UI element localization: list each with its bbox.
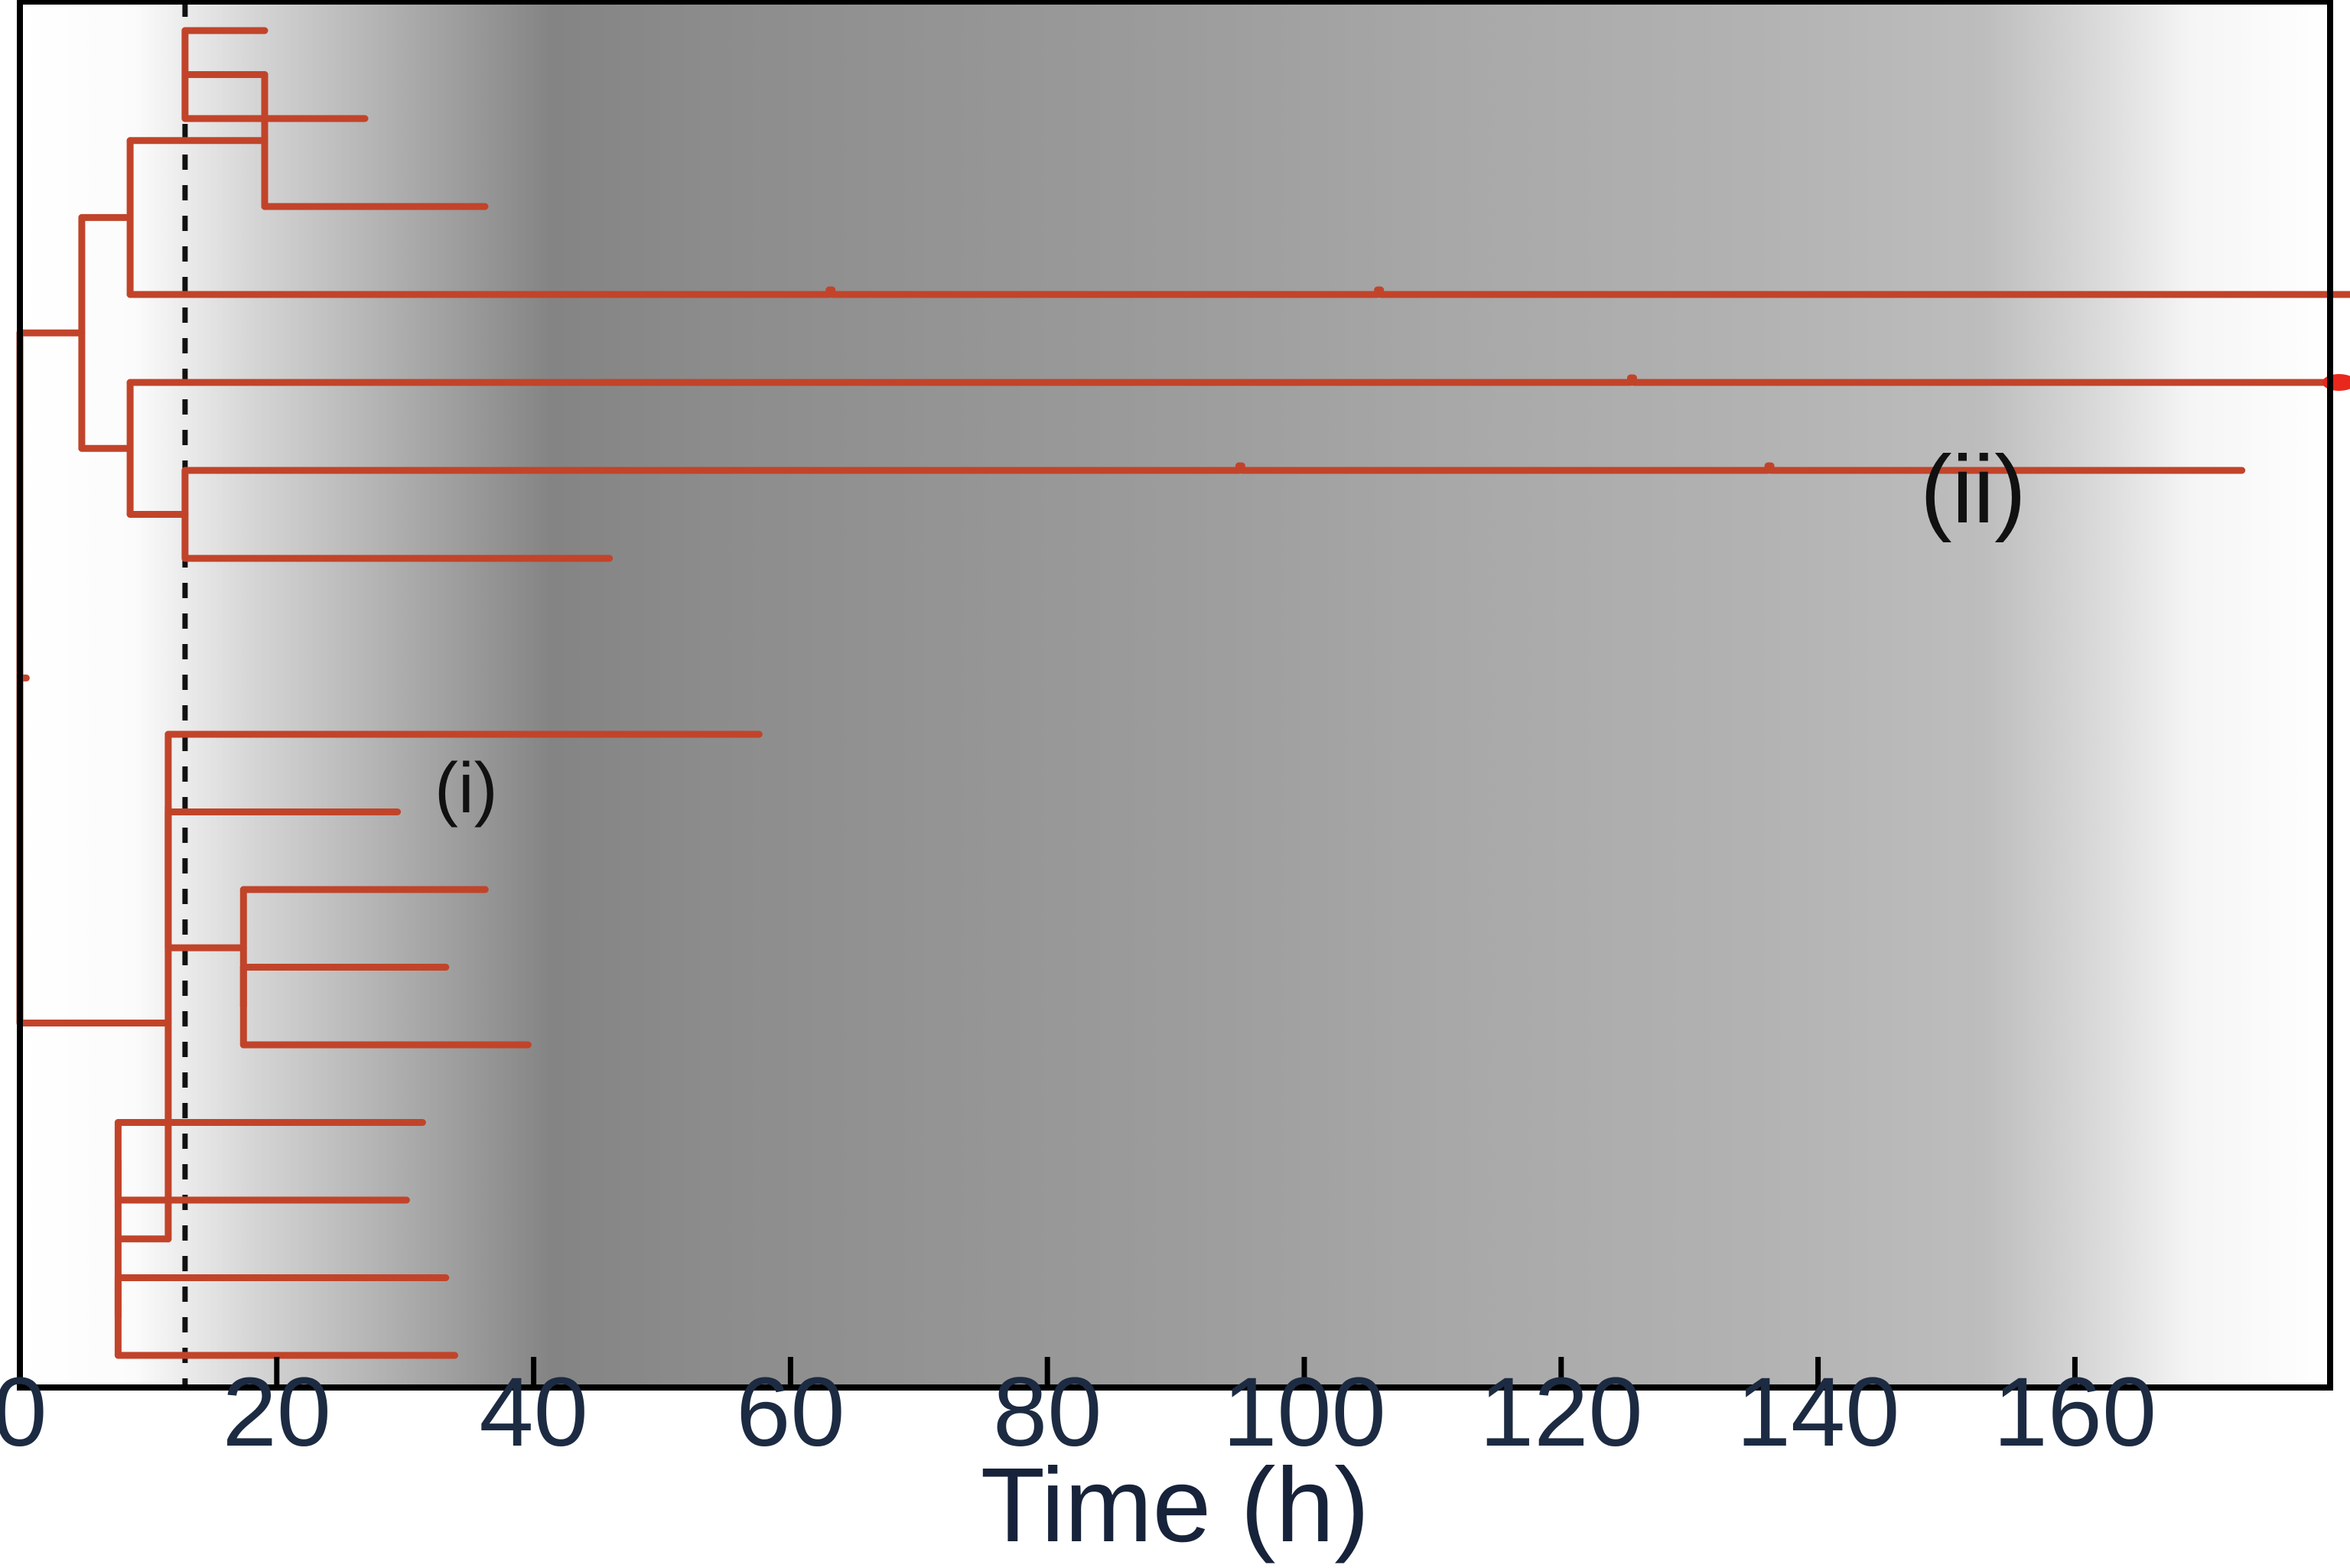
svg-text:20: 20 [223,1358,331,1467]
svg-text:120: 120 [1479,1358,1643,1467]
svg-text:160: 160 [1994,1358,2157,1467]
svg-text:(i): (i) [435,748,498,828]
svg-text:(ii): (ii) [1920,437,2026,543]
svg-text:0: 0 [0,1358,47,1467]
svg-text:40: 40 [479,1358,588,1467]
svg-text:Time (h): Time (h) [981,1446,1370,1564]
svg-text:140: 140 [1736,1358,1900,1467]
svg-text:60: 60 [736,1358,845,1467]
